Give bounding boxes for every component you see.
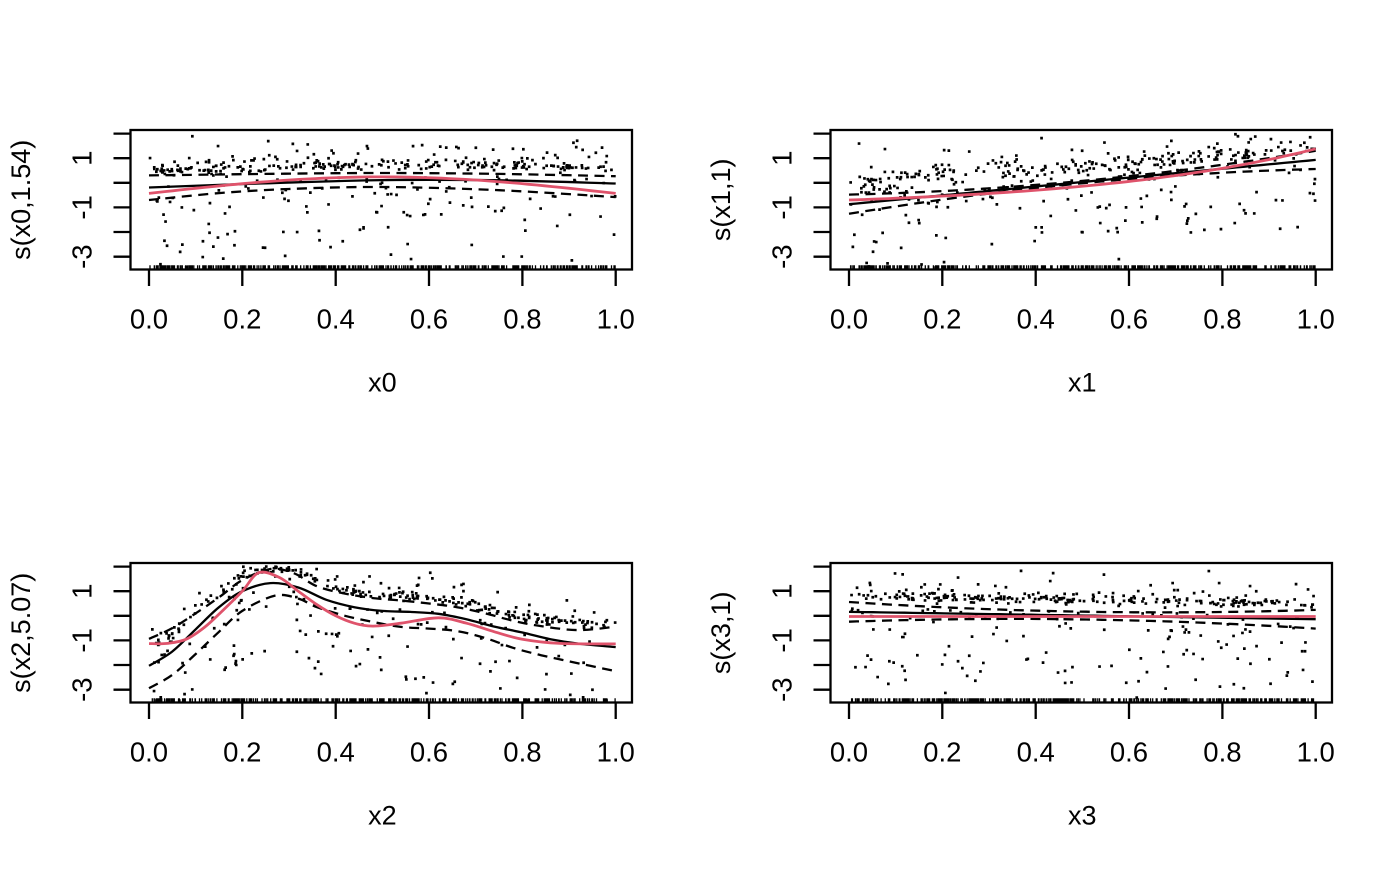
svg-text:0.2: 0.2 xyxy=(923,304,961,335)
svg-text:1.0: 1.0 xyxy=(1297,304,1335,335)
svg-text:1: 1 xyxy=(67,151,98,166)
svg-text:0.0: 0.0 xyxy=(130,737,168,768)
svg-text:0.6: 0.6 xyxy=(410,737,448,768)
svg-text:1: 1 xyxy=(767,151,798,166)
svg-text:1.0: 1.0 xyxy=(1297,737,1335,768)
svg-text:-3: -3 xyxy=(67,677,98,701)
svg-text:1: 1 xyxy=(767,584,798,599)
svg-text:0.8: 0.8 xyxy=(503,737,541,768)
svg-text:-3: -3 xyxy=(767,244,798,268)
svg-text:0.0: 0.0 xyxy=(830,304,868,335)
svg-text:0.6: 0.6 xyxy=(1110,304,1148,335)
svg-text:s(x2,5.07): s(x2,5.07) xyxy=(6,573,36,693)
svg-text:-1: -1 xyxy=(767,195,798,219)
svg-text:s(x0,1.54): s(x0,1.54) xyxy=(6,140,36,260)
svg-text:0.4: 0.4 xyxy=(1017,304,1055,335)
svg-text:0.2: 0.2 xyxy=(223,304,261,335)
svg-text:0.4: 0.4 xyxy=(1017,737,1055,768)
svg-text:0.2: 0.2 xyxy=(923,737,961,768)
svg-text:-3: -3 xyxy=(767,677,798,701)
svg-text:s(x1,1): s(x1,1) xyxy=(706,159,736,242)
svg-text:-1: -1 xyxy=(767,628,798,652)
svg-text:1.0: 1.0 xyxy=(597,737,635,768)
svg-text:x2: x2 xyxy=(368,801,397,831)
svg-text:1.0: 1.0 xyxy=(597,304,635,335)
svg-text:x0: x0 xyxy=(368,368,397,398)
svg-text:0.6: 0.6 xyxy=(410,304,448,335)
svg-text:0.8: 0.8 xyxy=(503,304,541,335)
svg-text:-1: -1 xyxy=(67,195,98,219)
svg-text:x1: x1 xyxy=(1068,368,1097,398)
svg-text:0.4: 0.4 xyxy=(317,304,355,335)
svg-text:0.0: 0.0 xyxy=(130,304,168,335)
svg-text:0.4: 0.4 xyxy=(317,737,355,768)
svg-text:1: 1 xyxy=(67,584,98,599)
svg-text:s(x3,1): s(x3,1) xyxy=(706,592,736,675)
svg-text:0.6: 0.6 xyxy=(1110,737,1148,768)
svg-text:0.8: 0.8 xyxy=(1203,737,1241,768)
svg-text:0.0: 0.0 xyxy=(830,737,868,768)
svg-text:0.8: 0.8 xyxy=(1203,304,1241,335)
svg-text:x3: x3 xyxy=(1068,801,1097,831)
svg-text:-1: -1 xyxy=(67,628,98,652)
svg-text:-3: -3 xyxy=(67,244,98,268)
svg-text:0.2: 0.2 xyxy=(223,737,261,768)
